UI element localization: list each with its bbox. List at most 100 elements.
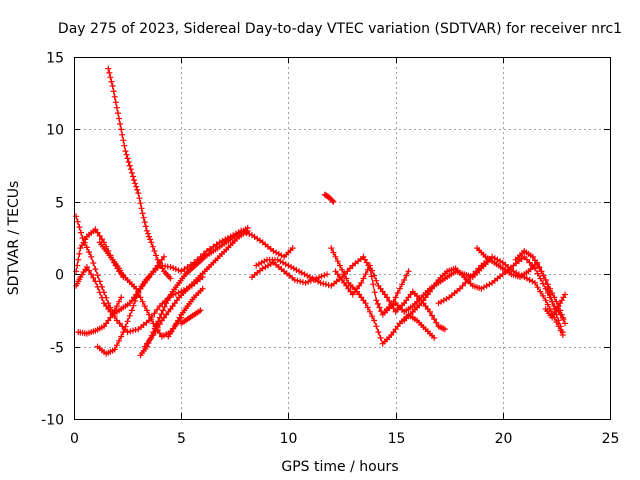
chart-title: Day 275 of 2023, Sidereal Day-to-day VTE… xyxy=(58,21,622,37)
y-tick-label: 5 xyxy=(55,196,64,212)
data-point xyxy=(362,300,369,307)
data-point xyxy=(374,300,381,307)
data-point xyxy=(140,214,147,221)
data-point xyxy=(172,290,179,297)
data-point xyxy=(141,219,148,226)
data-point xyxy=(92,266,99,273)
data-point xyxy=(113,303,120,310)
data-point xyxy=(371,317,378,324)
data-point xyxy=(373,277,380,284)
data-point xyxy=(396,285,403,292)
data-point xyxy=(544,281,551,288)
data-point xyxy=(551,294,558,301)
data-point xyxy=(336,262,343,269)
series-track-7 xyxy=(96,239,127,281)
data-point xyxy=(111,346,118,353)
data-point xyxy=(305,278,312,285)
data-point xyxy=(151,310,158,317)
data-point xyxy=(96,289,103,296)
data-point xyxy=(369,267,375,274)
data-point xyxy=(160,307,166,314)
y-axis-label: SDTVAR / TECUs xyxy=(6,181,22,296)
data-point xyxy=(299,279,306,286)
data-point xyxy=(150,332,157,338)
data-point xyxy=(116,115,122,122)
data-point xyxy=(199,285,206,292)
data-point xyxy=(441,326,448,333)
data-point xyxy=(142,223,149,230)
data-point xyxy=(153,321,160,328)
data-point xyxy=(405,268,412,275)
data-point xyxy=(96,232,103,239)
data-point xyxy=(378,308,385,315)
data-point xyxy=(540,272,547,279)
data-point xyxy=(147,236,154,243)
data-point xyxy=(109,311,116,318)
data-point xyxy=(289,245,296,252)
data-point xyxy=(123,151,130,158)
data-point xyxy=(94,272,101,279)
data-point xyxy=(126,312,133,319)
data-point xyxy=(324,271,330,278)
data-point xyxy=(92,278,99,285)
series-line xyxy=(75,256,165,316)
series-track-8 xyxy=(137,224,251,359)
series-track-10 xyxy=(165,285,206,340)
data-point xyxy=(538,268,545,275)
ticks: 0 5 10 15 20 25 -10 -5 0 5 10 15 xyxy=(41,51,619,448)
data-point xyxy=(547,285,553,292)
data-point xyxy=(536,264,543,271)
data-point xyxy=(138,205,145,212)
data-point xyxy=(307,277,314,284)
data-point xyxy=(341,271,348,278)
data-point xyxy=(475,265,482,272)
data-point xyxy=(88,271,95,278)
data-point xyxy=(113,342,120,349)
data-point xyxy=(330,198,337,205)
data-point xyxy=(377,334,384,341)
data-point xyxy=(130,173,136,180)
data-point xyxy=(462,279,469,286)
data-point xyxy=(145,230,151,237)
data-point xyxy=(161,253,167,260)
data-point xyxy=(329,197,336,204)
data-point xyxy=(555,317,562,324)
series-track-22 xyxy=(542,291,568,321)
data-point xyxy=(246,231,253,237)
data-point xyxy=(557,307,564,314)
data-point xyxy=(120,274,127,281)
data-point xyxy=(83,264,90,270)
series-track-2 xyxy=(94,227,296,357)
data-point xyxy=(328,245,335,252)
data-point xyxy=(470,271,477,278)
data-point xyxy=(121,142,128,149)
data-point xyxy=(153,252,159,259)
data-point xyxy=(113,317,120,324)
x-tick-label: 5 xyxy=(177,431,186,447)
data-point xyxy=(119,323,126,330)
data-point xyxy=(542,297,549,304)
data-point xyxy=(118,294,125,301)
data-point xyxy=(143,227,150,234)
data-point xyxy=(141,303,148,310)
data-point xyxy=(560,316,567,323)
data-point xyxy=(167,275,174,282)
data-point xyxy=(108,78,115,85)
data-point xyxy=(366,262,373,269)
series-track-6 xyxy=(75,294,125,337)
data-point xyxy=(136,195,143,202)
data-point xyxy=(127,166,134,173)
data-point xyxy=(431,316,438,323)
data-point xyxy=(152,328,159,335)
data-point xyxy=(143,307,150,314)
data-point xyxy=(557,323,564,330)
data-point xyxy=(321,272,328,279)
data-point xyxy=(542,277,549,283)
series-track-3 xyxy=(73,226,185,340)
data-point xyxy=(154,306,161,313)
data-point xyxy=(111,93,118,100)
data-point xyxy=(322,281,329,288)
data-point xyxy=(360,275,367,282)
data-point xyxy=(126,162,133,169)
y-tick-label: 10 xyxy=(46,123,64,139)
